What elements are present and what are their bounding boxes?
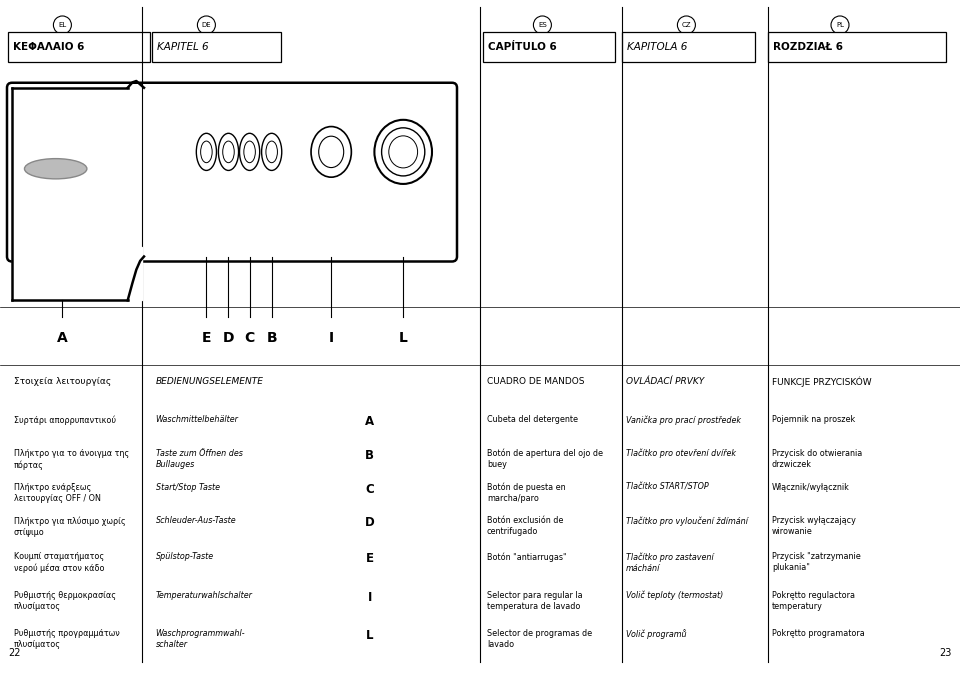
Ellipse shape (319, 136, 344, 167)
Bar (12, 246, 142, 300)
Text: Taste zum Öffnen des
Bullauges: Taste zum Öffnen des Bullauges (156, 449, 243, 469)
Text: I: I (368, 591, 372, 603)
Text: D: D (365, 516, 374, 529)
Text: KAPITEL 6: KAPITEL 6 (156, 43, 208, 52)
Text: Πλήκτρο για το άνοιγμα της
πόρτας: Πλήκτρο για το άνοιγμα της πόρτας (13, 449, 129, 470)
Text: L: L (366, 629, 373, 642)
FancyBboxPatch shape (7, 83, 457, 261)
Text: E: E (202, 331, 211, 345)
Text: Κουμπί σταματήματος
νερού μέσα στον κάδο: Κουμπί σταματήματος νερού μέσα στον κάδο (13, 552, 104, 573)
Text: Przycisk wyłączający
wirowanie: Przycisk wyłączający wirowanie (772, 516, 856, 537)
Text: B: B (266, 331, 277, 345)
Ellipse shape (223, 141, 234, 163)
Text: A: A (365, 415, 374, 428)
Text: Volič programů: Volič programů (626, 629, 686, 639)
Text: Tlačítko pro vyloučení ždímání: Tlačítko pro vyloučení ždímání (626, 516, 748, 526)
Text: BEDIENUNGSELEMENTE: BEDIENUNGSELEMENTE (156, 377, 264, 386)
Text: Start/Stop Taste: Start/Stop Taste (156, 483, 220, 491)
Text: Ρυθμιστής προγραμμάτων
πλυσίματος: Ρυθμιστής προγραμμάτων πλυσίματος (13, 629, 119, 649)
Ellipse shape (389, 136, 418, 168)
Text: CAPÍTULO 6: CAPÍTULO 6 (488, 43, 557, 52)
Text: Przycisk "zatrzymanie
plukania": Przycisk "zatrzymanie plukania" (772, 552, 861, 572)
FancyBboxPatch shape (483, 32, 615, 62)
Text: Στοιχεία λειτουργίας: Στοιχεία λειτουργίας (13, 377, 110, 386)
Text: C: C (365, 483, 374, 495)
Text: Ρυθμιστής θερμοκρασίας
πλυσίματος: Ρυθμιστής θερμοκρασίας πλυσίματος (13, 591, 115, 611)
Text: ΚΕΦΑΛΑΙΟ 6: ΚΕΦΑΛΑΙΟ 6 (12, 43, 84, 52)
Ellipse shape (218, 134, 238, 171)
Text: FUNKCJE PRZYCISKÓW: FUNKCJE PRZYCISKÓW (772, 376, 872, 387)
Text: I: I (328, 331, 334, 345)
Text: Tlačítko pro otevření dvířek: Tlačítko pro otevření dvířek (626, 449, 736, 458)
Ellipse shape (201, 141, 212, 163)
FancyBboxPatch shape (622, 32, 755, 62)
Ellipse shape (24, 159, 86, 179)
Text: Botón "antiarrugas": Botón "antiarrugas" (487, 552, 566, 562)
Text: Tlačítko START/STOP: Tlačítko START/STOP (626, 483, 708, 491)
Text: Πλήκτρο ενάρξεως
λειτουργίας OFF / ON: Πλήκτρο ενάρξεως λειτουργίας OFF / ON (13, 483, 101, 503)
Ellipse shape (374, 120, 432, 184)
Text: 22: 22 (8, 648, 20, 658)
Text: C: C (245, 331, 254, 345)
Text: Botón de puesta en
marcha/paro: Botón de puesta en marcha/paro (487, 483, 565, 504)
Text: Spülstop-Taste: Spülstop-Taste (156, 552, 214, 561)
Text: Πλήκτρο για πλύσιμο χωρίς
στίψιμο: Πλήκτρο για πλύσιμο χωρίς στίψιμο (13, 516, 125, 537)
Ellipse shape (266, 141, 277, 163)
Text: ROZDZIAŁ 6: ROZDZIAŁ 6 (773, 43, 843, 52)
Text: PL: PL (836, 22, 844, 28)
Text: Vanička pro prací prostředek: Vanička pro prací prostředek (626, 415, 741, 425)
Ellipse shape (381, 128, 424, 176)
Text: Temperaturwahlschalter: Temperaturwahlschalter (156, 591, 252, 599)
Text: CUADRO DE MANDOS: CUADRO DE MANDOS (487, 377, 585, 386)
Text: D: D (223, 331, 234, 345)
Text: ES: ES (538, 22, 547, 28)
Text: Pojemnik na proszek: Pojemnik na proszek (772, 415, 855, 424)
Text: Waschmittelbehälter: Waschmittelbehälter (156, 415, 238, 424)
Text: Przycisk do otwierania
drzwiczek: Przycisk do otwierania drzwiczek (772, 449, 862, 469)
Text: Schleuder-Aus-Taste: Schleuder-Aus-Taste (156, 516, 236, 525)
Ellipse shape (196, 134, 217, 171)
Text: E: E (366, 552, 373, 565)
Ellipse shape (240, 134, 259, 171)
Text: DE: DE (202, 22, 211, 28)
Text: Waschprogrammwahl-
schalter: Waschprogrammwahl- schalter (156, 629, 246, 649)
Text: Botón exclusión de
centrifugado: Botón exclusión de centrifugado (487, 516, 564, 537)
Ellipse shape (311, 127, 351, 178)
Text: CZ: CZ (682, 22, 691, 28)
FancyBboxPatch shape (768, 32, 946, 62)
Text: Pokrętto regulactora
temperatury: Pokrętto regulactora temperatury (772, 591, 855, 611)
Ellipse shape (244, 141, 255, 163)
Text: Volič teploty (termostat): Volič teploty (termostat) (626, 591, 723, 600)
Text: Selector para regular la
temperatura de lavado: Selector para regular la temperatura de … (487, 591, 583, 611)
FancyBboxPatch shape (8, 32, 150, 62)
Text: B: B (365, 449, 374, 462)
Text: Botón de apertura del ojo de
buey: Botón de apertura del ojo de buey (487, 449, 603, 470)
Text: KAPITOLA 6: KAPITOLA 6 (627, 43, 687, 52)
Text: Tlačítko pro zastavení
máchání: Tlačítko pro zastavení máchání (626, 552, 714, 573)
Text: Selector de programas de
lavado: Selector de programas de lavado (487, 629, 592, 649)
Text: 23: 23 (940, 648, 952, 658)
Text: Pokrętto programatora: Pokrętto programatora (772, 629, 865, 638)
Text: Włącznik/wyłącznik: Włącznik/wyłącznik (772, 483, 850, 491)
Ellipse shape (261, 134, 282, 171)
FancyBboxPatch shape (152, 32, 281, 62)
Text: OVLÁDACÍ PRVKY: OVLÁDACÍ PRVKY (626, 377, 705, 386)
Text: Cubeta del detergente: Cubeta del detergente (487, 415, 578, 424)
Text: EL: EL (59, 22, 66, 28)
Text: A: A (57, 331, 68, 345)
Text: Συρτάρι απορρυπαντικού: Συρτάρι απορρυπαντικού (13, 415, 115, 425)
Text: L: L (398, 331, 408, 345)
